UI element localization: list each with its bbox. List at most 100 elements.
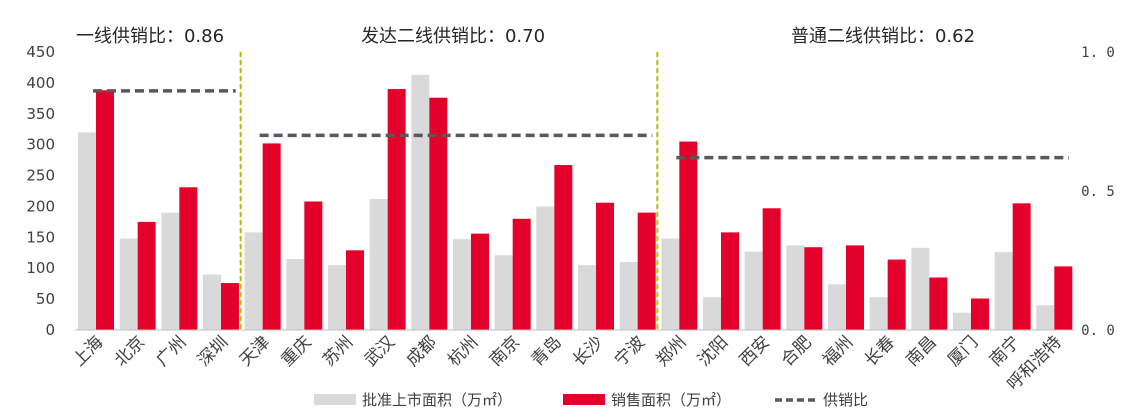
category-label: 南昌: [903, 332, 941, 370]
category-label: 广州: [153, 332, 191, 370]
category-label: 长春: [861, 332, 899, 370]
bar-approved: [119, 238, 138, 330]
y-right-tick: 0. 5: [1081, 184, 1115, 200]
bar-sales: [762, 208, 781, 330]
category-label: 合肥: [778, 332, 816, 370]
bar-approved: [619, 262, 638, 330]
category-label: 长沙: [569, 332, 607, 370]
bar-sales: [804, 247, 823, 330]
y-left-tick: 200: [26, 197, 55, 215]
category-label: 重庆: [278, 332, 316, 370]
bar-sales: [429, 97, 448, 331]
category-label: 深圳: [194, 332, 232, 370]
bar-approved: [744, 251, 763, 330]
bar-sales: [971, 298, 989, 330]
bar-sales: [554, 165, 573, 330]
bar-sales: [346, 250, 364, 330]
category-label: 苏州: [319, 332, 357, 370]
bar-approved: [328, 265, 346, 330]
category-label: 杭州: [444, 332, 482, 370]
y-left-tick: 400: [26, 74, 55, 92]
bar-approved: [703, 297, 721, 330]
bar-sales: [596, 202, 614, 330]
y-left-tick: 100: [26, 259, 55, 277]
group-separators: [239, 52, 659, 330]
bar-sales: [304, 201, 323, 330]
bar-approved: [369, 199, 388, 330]
category-label: 青岛: [528, 332, 566, 370]
bar-sales: [887, 259, 906, 330]
category-label: 郑州: [653, 332, 691, 370]
bar-sales: [262, 143, 281, 330]
bar-sales: [387, 89, 406, 330]
category-labels: 上海 北京 广州 深圳 天津 重庆 苏州 武汉 成都 杭州 南京 青岛 长沙 宁波 郑州 沈阳 西安 合肥 福州 长春…: [69, 332, 1066, 394]
category-label: 西安: [736, 332, 774, 370]
bar-approved: [161, 212, 180, 330]
bar-sales: [179, 187, 198, 330]
bars: [78, 74, 1073, 331]
category-label: 北京: [111, 332, 149, 370]
bar-approved: [911, 247, 930, 330]
bar-approved: [244, 232, 263, 330]
bar-sales: [471, 233, 489, 330]
category-label: 沈阳: [694, 332, 732, 370]
legend-label-sales: 销售面积（万㎡）: [611, 391, 731, 409]
category-label: 武汉: [361, 332, 399, 370]
category-label: 宁波: [611, 332, 649, 370]
group-labels: 一线供销比：0.86 发达二线供销比：0.70 普通二线供销比：0.62: [76, 26, 975, 47]
bar-sales: [929, 277, 948, 330]
bar-approved: [453, 239, 471, 330]
bar-sales: [137, 221, 156, 330]
group-label: 普通二线供销比：0.62: [791, 26, 975, 47]
category-label: 南京: [486, 332, 524, 370]
bar-sales: [1054, 266, 1073, 330]
bar-approved: [494, 255, 513, 330]
bar-approved: [828, 284, 846, 330]
legend-swatch-approved: [314, 394, 356, 405]
bar-sales: [721, 232, 739, 330]
bar-sales: [637, 212, 656, 330]
bar-approved: [286, 258, 305, 330]
y-left-tick: 250: [26, 167, 55, 185]
y-left-tick: 50: [36, 290, 55, 308]
category-label: 厦门: [944, 332, 982, 370]
bar-sales: [512, 218, 531, 330]
category-label: 天津: [236, 332, 274, 370]
y-left-tick: 350: [26, 105, 55, 123]
bar-sales: [221, 283, 239, 330]
y-right-tick: 0. 0: [1081, 323, 1115, 339]
y-left-tick: 0: [45, 321, 55, 339]
y-right-tick: 1. 0: [1081, 45, 1115, 61]
bar-sales: [846, 245, 864, 330]
ratio-lines: [93, 89, 1069, 160]
legend-label-approved: 批准上市面积（万㎡）: [362, 391, 512, 409]
category-label: 成都: [403, 332, 441, 370]
bar-approved: [994, 252, 1013, 330]
y-left-tick: 450: [26, 43, 55, 61]
bar-approved: [786, 245, 805, 330]
legend: 批准上市面积（万㎡） 销售面积（万㎡） 供销比: [314, 391, 868, 409]
bar-approved: [869, 297, 888, 330]
bar-sales: [96, 90, 114, 331]
category-label: 上海: [69, 332, 107, 370]
legend-swatch-sales: [563, 394, 605, 405]
group-label: 一线供销比：0.86: [76, 26, 224, 47]
bar-approved: [78, 132, 96, 330]
left-axis-ticks: 0 50 100 150 200 250 300 350 400 450: [26, 43, 55, 339]
bar-sales: [679, 141, 698, 330]
right-axis-ticks: 0. 0 0. 5 1. 0: [1081, 45, 1115, 339]
legend-label-ratio: 供销比: [823, 391, 868, 409]
bar-approved: [661, 238, 680, 330]
bar-approved: [1036, 305, 1055, 330]
bar-approved: [203, 274, 221, 330]
bar-approved: [411, 74, 430, 330]
bar-approved: [953, 312, 971, 330]
bar-approved: [578, 265, 596, 330]
bar-approved: [536, 206, 555, 330]
group-label: 发达二线供销比：0.70: [361, 26, 545, 47]
bar-sales: [1012, 203, 1031, 330]
category-label: 福州: [819, 332, 857, 370]
y-left-tick: 300: [26, 136, 55, 154]
